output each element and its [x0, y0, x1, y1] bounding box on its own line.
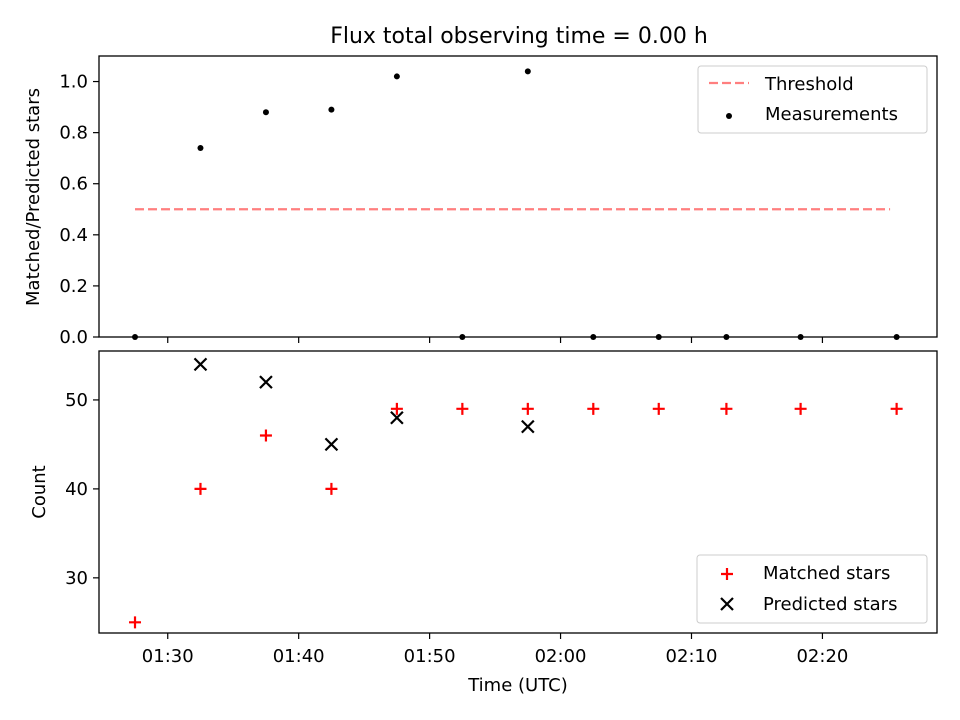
legend-matched-swatch [721, 568, 733, 580]
top-y-tick-label: 0.4 [59, 225, 88, 246]
bottom-y-axis-label: Count [29, 465, 50, 518]
top-plot: 0.0 0.2 0.4 0.6 0.8 1.0 Matched/Predicted sta… [23, 55, 938, 348]
top-y-tick-label: 1.0 [59, 72, 88, 93]
measurement-point [328, 106, 335, 113]
predicted-star-point [390, 410, 404, 425]
matched-star-point [720, 402, 733, 415]
matched-star-point [390, 402, 403, 415]
chart-title: Flux total observing time = 0.00 h [330, 24, 708, 49]
x-tick-label: 01:30 [142, 646, 194, 667]
x-tick-label: 02:20 [796, 646, 848, 667]
top-y-tick-label: 0.8 [59, 123, 88, 144]
matched-star-point [587, 402, 600, 415]
bottom-y-tick-label: 50 [65, 390, 88, 411]
matched-star-point [129, 616, 142, 629]
top-y-axis-label: Matched/Predicted stars [23, 88, 44, 306]
bottom-plot: 30 40 50 01:30 01:40 01:50 02:00 02:10 02:20 Co… [29, 350, 938, 696]
bottom-y-ticks: 30 40 50 [65, 390, 99, 589]
measurement-point [197, 144, 204, 151]
top-legend-box [697, 65, 928, 134]
top-legend: Threshold Measurements [697, 65, 928, 134]
matched-star-point [652, 402, 665, 415]
predicted-star-point [193, 357, 208, 372]
top-x-ticks [167, 337, 824, 343]
legend-measurements-label: Measurements [765, 104, 898, 125]
top-y-ticks: 0.0 0.2 0.4 0.6 0.8 1.0 [59, 72, 99, 348]
top-plot-frame [98, 55, 938, 338]
matched-star-point [194, 482, 207, 495]
legend-measurements-swatch [726, 113, 732, 119]
legend-matched-label: Matched stars [763, 563, 890, 584]
measurement-point [262, 109, 269, 116]
measurement-point [393, 73, 400, 80]
matched-star-point [890, 402, 903, 415]
top-y-tick-label: 0.0 [59, 327, 88, 348]
bottom-y-tick-label: 30 [65, 568, 88, 589]
x-tick-label: 01:40 [273, 646, 325, 667]
legend-predicted-label: Predicted stars [763, 594, 897, 615]
x-axis-label: Time (UTC) [467, 675, 568, 696]
matched-star-point [794, 402, 807, 415]
x-tick-label: 02:10 [666, 646, 718, 667]
bottom-y-tick-label: 40 [65, 479, 88, 500]
bottom-legend-box [696, 554, 928, 624]
matched-star-point [325, 482, 338, 495]
top-y-tick-label: 0.2 [59, 276, 88, 297]
predicted-star-point [259, 375, 273, 389]
x-tick-label: 01:50 [404, 646, 456, 667]
predicted-star-point [324, 437, 339, 452]
legend-predicted-swatch [720, 597, 734, 611]
bottom-legend: Matched stars Predicted stars [696, 554, 928, 624]
legend-threshold-label: Threshold [764, 74, 854, 95]
predicted-star-point [521, 419, 535, 434]
top-marks [132, 68, 900, 340]
bottom-x-ticks: 01:30 01:40 01:50 02:00 02:10 02:20 [142, 633, 848, 667]
bottom-plot-frame [98, 350, 938, 634]
matched-star-point [456, 402, 469, 415]
matched-star-point [521, 402, 534, 415]
top-y-tick-label: 0.6 [59, 174, 88, 195]
measurement-point [524, 68, 531, 75]
bottom-marks [129, 357, 903, 629]
x-tick-label: 02:00 [535, 646, 587, 667]
matched-star-point [259, 429, 272, 442]
